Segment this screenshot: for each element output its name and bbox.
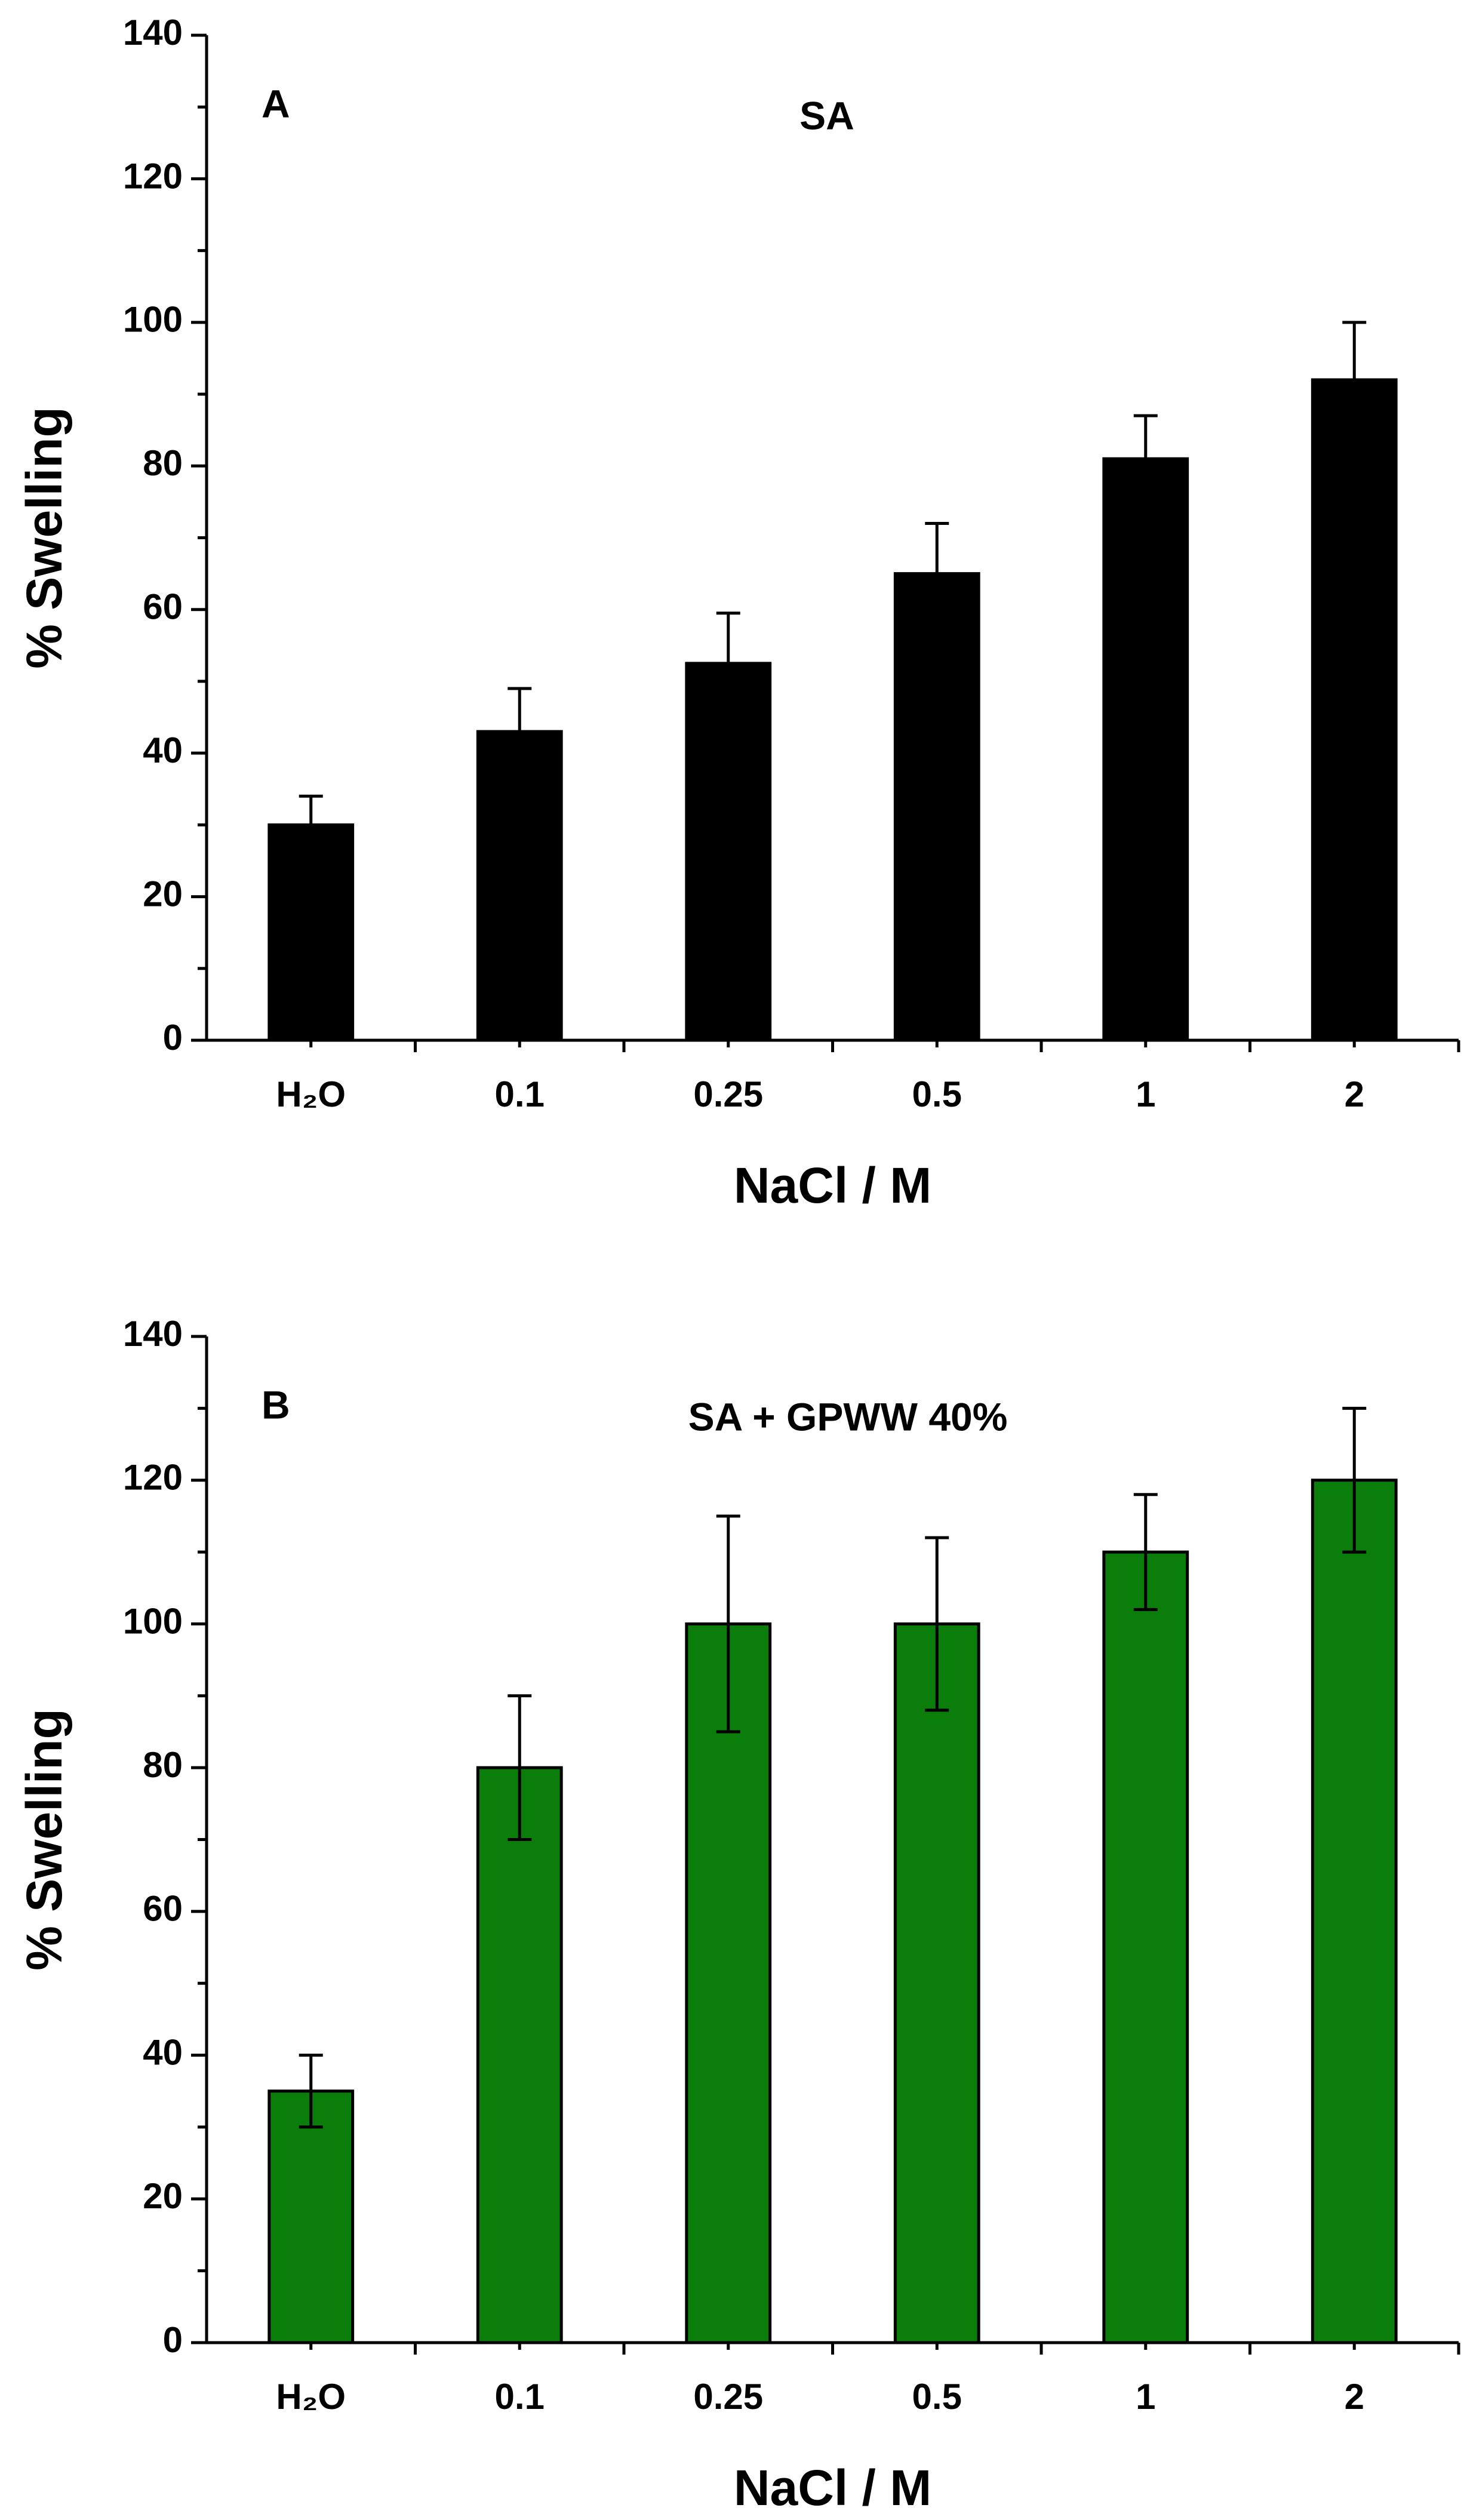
y-tick-label: 0 [163,1018,183,1058]
x-tick-label: 0.1 [495,2377,545,2417]
y-tick-label: 140 [123,13,183,53]
bar [267,2089,355,2344]
panel-label: B [262,1382,290,1427]
panel-label: A [262,81,290,125]
x-axis-label: NaCl / M [734,1157,931,1213]
y-tick-label: 140 [123,1314,183,1354]
x-tick-label: 0.5 [912,1074,962,1114]
bar [1311,1479,1398,2344]
bar [685,662,772,1042]
y-tick-label: 0 [163,2320,183,2360]
bar [893,1622,980,2344]
x-tick-label: 0.5 [912,2377,962,2417]
x-tick-label: 0.1 [495,1074,545,1114]
y-tick-label: 80 [143,443,183,483]
bar [893,572,980,1042]
bar [1102,457,1189,1042]
y-tick-label: 120 [123,1458,183,1498]
bar [476,730,563,1042]
x-tick-label: H₂O [276,1074,346,1114]
bar [685,1622,772,2344]
y-tick-label: 100 [123,1601,183,1641]
y-tick-label: 20 [143,874,183,914]
y-tick-label: 80 [143,1745,183,1785]
y-axis-label: % Swelling [16,1708,72,1971]
bar [1102,1550,1189,2344]
y-tick-label: 120 [123,156,183,196]
y-axis-label: % Swelling [16,407,72,669]
bar [1311,378,1398,1042]
x-tick-label: 2 [1345,1074,1364,1114]
x-tick-label: 0.25 [693,1074,763,1114]
annotation: SA [799,93,854,137]
x-tick-label: H₂O [276,2377,346,2417]
x-tick-label: 1 [1136,1074,1155,1114]
bar [267,823,355,1042]
annotation: SA + GPWW 40% [688,1394,1008,1439]
x-tick-label: 1 [1136,2377,1155,2417]
x-tick-label: 2 [1345,2377,1364,2417]
y-tick-label: 20 [143,2176,183,2216]
y-tick-label: 40 [143,730,183,770]
x-axis-label: NaCl / M [734,2460,931,2516]
bar [476,1766,563,2344]
y-tick-label: 40 [143,2032,183,2072]
x-tick-label: 0.25 [693,2377,763,2417]
y-tick-label: 60 [143,1889,183,1929]
y-tick-label: 100 [123,300,183,340]
y-tick-label: 60 [143,587,183,627]
